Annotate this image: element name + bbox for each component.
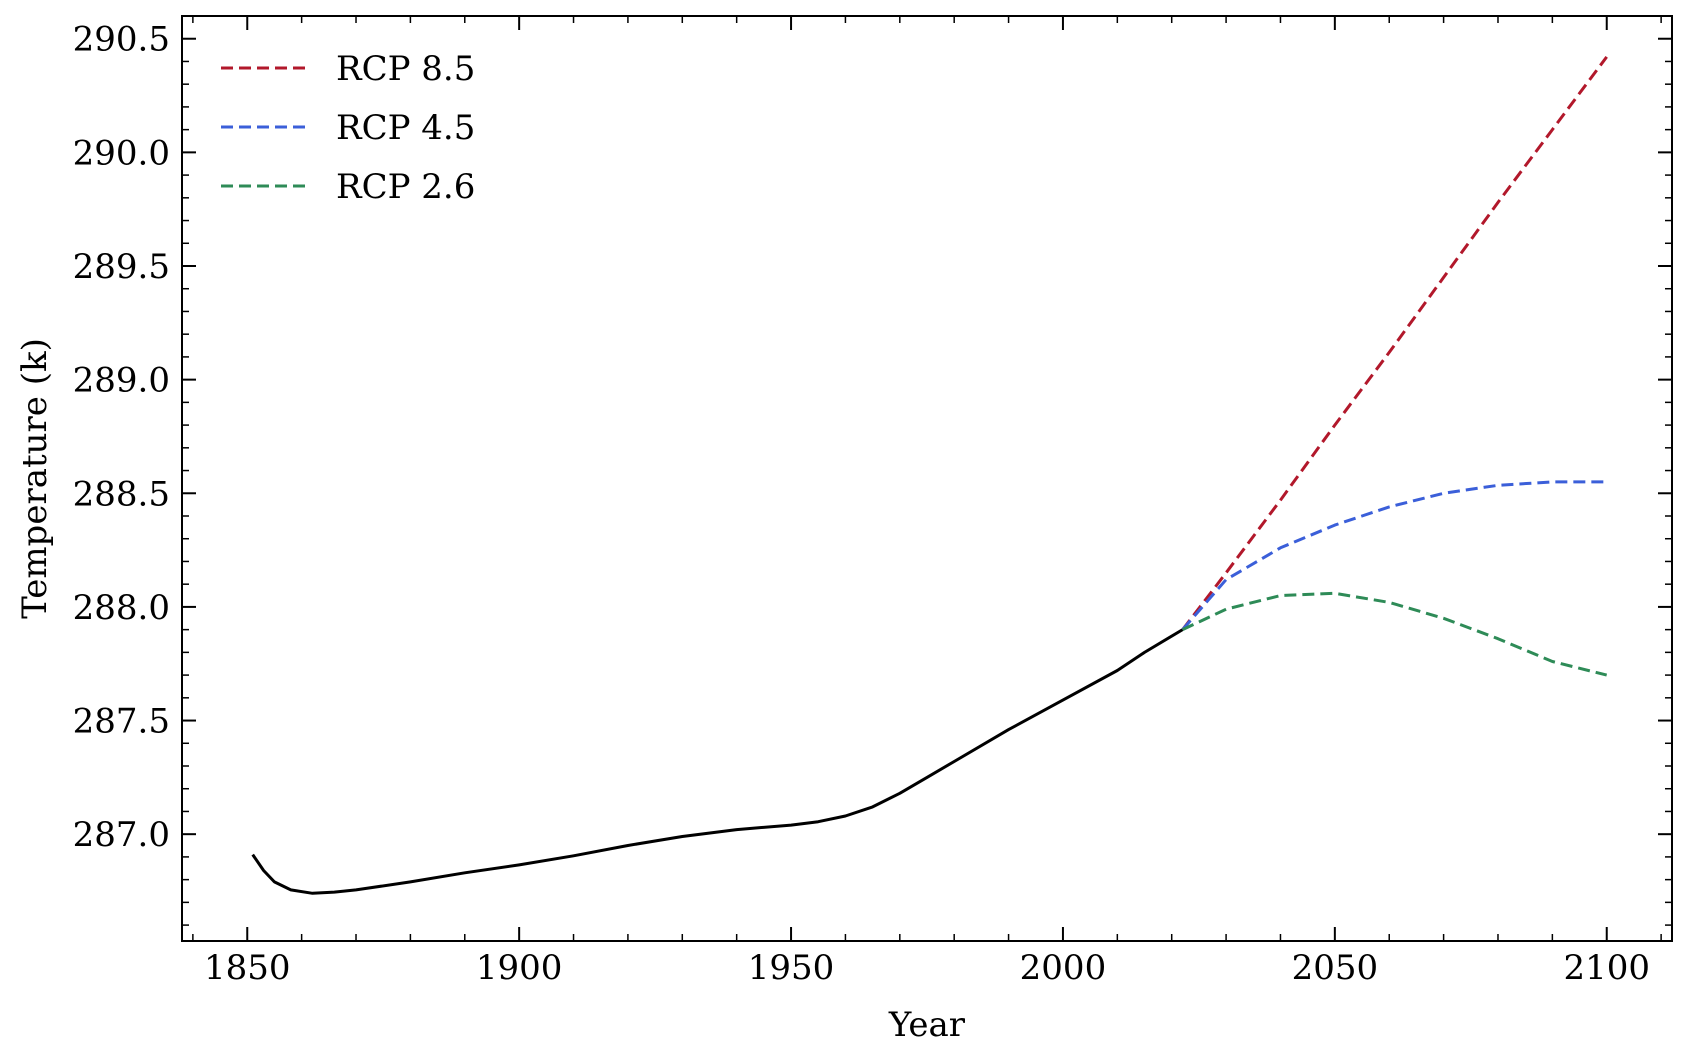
x-tick-label: 2000 <box>1020 948 1107 988</box>
y-tick-label: 289.0 <box>73 361 170 401</box>
y-tick-label: 287.5 <box>73 702 170 742</box>
series-line-rcp-8-5 <box>1181 56 1608 631</box>
x-axis-ticks: 1850 1900 1950 2000 2050 2100 <box>192 16 1662 988</box>
legend: RCP 8.5 RCP 4.5 RCP 2.6 <box>221 49 475 207</box>
y-tick-label: 288.0 <box>73 588 170 628</box>
x-axis-title: Year <box>888 1005 966 1045</box>
y-tick-label: 290.0 <box>73 133 170 173</box>
series-line-rcp-2-6 <box>1181 591 1608 677</box>
series-line-rcp-4-5 <box>1181 480 1607 631</box>
x-tick-label: 1850 <box>204 948 291 988</box>
plot-lines <box>251 56 1608 895</box>
legend-label-rcp-4-5: RCP 4.5 <box>336 108 475 148</box>
y-axis-ticks: 287.0 287.5 288.0 288.5 289.0 289.5 290.0 290.5 <box>73 15 1672 926</box>
x-tick-label: 1950 <box>748 948 835 988</box>
x-tick-label: 2050 <box>1292 948 1379 988</box>
y-axis-title: Temperature (k) <box>15 338 55 619</box>
y-tick-label: 289.5 <box>73 247 170 287</box>
series-line-historical <box>251 628 1184 895</box>
legend-label-rcp-8-5: RCP 8.5 <box>336 49 475 89</box>
y-tick-label: 287.0 <box>73 815 170 855</box>
legend-label-rcp-2-6: RCP 2.6 <box>336 167 475 207</box>
y-tick-label: 290.5 <box>73 20 170 60</box>
x-tick-label: 2100 <box>1563 948 1650 988</box>
y-tick-label: 288.5 <box>73 474 170 514</box>
x-tick-label: 1900 <box>476 948 563 988</box>
plot-frame <box>181 15 1673 942</box>
